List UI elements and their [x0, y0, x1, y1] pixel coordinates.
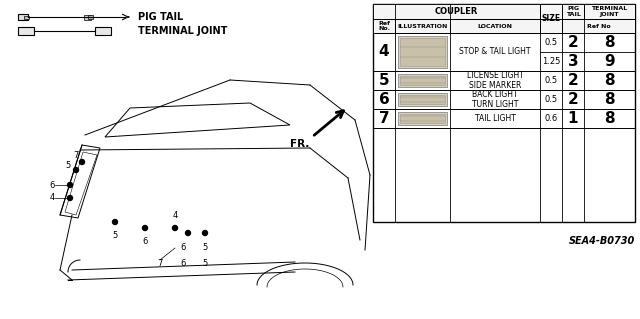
Text: 6: 6	[180, 258, 186, 268]
Circle shape	[173, 226, 177, 231]
Bar	[95, 27, 111, 35]
Text: 1.25: 1.25	[542, 57, 560, 66]
Text: Ref No: Ref No	[587, 24, 611, 28]
Text: 1: 1	[568, 111, 579, 126]
Text: FR.: FR.	[290, 139, 309, 149]
Bar	[18, 27, 34, 35]
Bar	[400, 95, 445, 104]
Bar	[562, 19, 635, 33]
Bar	[450, 19, 540, 33]
Text: 5: 5	[113, 231, 118, 240]
Text: 0.6: 0.6	[545, 114, 557, 123]
Text: PIG TAIL: PIG TAIL	[138, 12, 183, 22]
Text: 8: 8	[604, 92, 615, 107]
Text: 6: 6	[142, 236, 148, 246]
Text: 7: 7	[157, 258, 163, 268]
Text: 7: 7	[74, 152, 79, 160]
Text: COUPLER: COUPLER	[435, 7, 478, 16]
Bar	[398, 74, 447, 87]
Circle shape	[186, 231, 191, 235]
Text: 5: 5	[379, 73, 389, 88]
Text: SIZE: SIZE	[541, 14, 561, 23]
Text: 6: 6	[49, 181, 54, 189]
Bar	[88, 15, 93, 19]
Bar	[400, 114, 445, 123]
Text: 2: 2	[568, 35, 579, 50]
Text: TERMINAL JOINT: TERMINAL JOINT	[138, 26, 227, 36]
Text: 2: 2	[568, 73, 579, 88]
Bar	[400, 38, 445, 66]
Bar	[373, 19, 395, 33]
Circle shape	[113, 219, 118, 225]
Text: 8: 8	[604, 73, 615, 88]
Bar	[584, 4, 635, 19]
Text: 8: 8	[604, 35, 615, 50]
Text: 0.5: 0.5	[545, 95, 557, 104]
Text: 5: 5	[65, 161, 70, 170]
Text: BACK LIGHT
TURN LIGHT: BACK LIGHT TURN LIGHT	[472, 90, 518, 109]
Circle shape	[74, 167, 79, 173]
Bar	[398, 93, 447, 106]
Bar	[395, 19, 450, 33]
Bar	[18, 14, 28, 20]
Circle shape	[143, 226, 147, 231]
Bar	[562, 4, 584, 19]
Text: 6: 6	[180, 243, 186, 253]
Bar	[24, 16, 29, 19]
Bar	[373, 4, 635, 222]
Bar	[84, 14, 91, 19]
Circle shape	[67, 182, 72, 188]
Circle shape	[79, 160, 84, 165]
Text: PIG
TAIL: PIG TAIL	[566, 6, 580, 17]
Bar	[400, 76, 445, 85]
Bar	[398, 36, 447, 68]
Bar	[373, 4, 540, 19]
Circle shape	[202, 231, 207, 235]
Bar	[540, 4, 562, 33]
Text: 5: 5	[202, 258, 207, 268]
Text: LOCATION: LOCATION	[477, 24, 513, 28]
Text: 4: 4	[172, 211, 178, 219]
Text: 3: 3	[568, 54, 579, 69]
Text: LICENSE LIGHT
SIDE MARKER: LICENSE LIGHT SIDE MARKER	[467, 71, 524, 90]
Text: 2: 2	[568, 92, 579, 107]
Circle shape	[67, 196, 72, 201]
Text: 5: 5	[202, 243, 207, 253]
Text: ILLUSTRATION: ILLUSTRATION	[397, 24, 448, 28]
Text: Ref
No.: Ref No.	[378, 21, 390, 31]
Text: 6: 6	[379, 92, 389, 107]
Text: 9: 9	[604, 54, 615, 69]
Text: 8: 8	[604, 111, 615, 126]
Text: TERMINAL
JOINT: TERMINAL JOINT	[591, 6, 628, 17]
Text: SEA4-B0730: SEA4-B0730	[569, 236, 635, 246]
Text: 4: 4	[49, 194, 54, 203]
Text: 4: 4	[379, 44, 389, 60]
Text: STOP & TAIL LIGHT: STOP & TAIL LIGHT	[460, 48, 531, 56]
Text: TAIL LIGHT: TAIL LIGHT	[475, 114, 515, 123]
Bar	[398, 112, 447, 125]
Text: 7: 7	[379, 111, 389, 126]
Text: 0.5: 0.5	[545, 76, 557, 85]
Text: 0.5: 0.5	[545, 38, 557, 47]
